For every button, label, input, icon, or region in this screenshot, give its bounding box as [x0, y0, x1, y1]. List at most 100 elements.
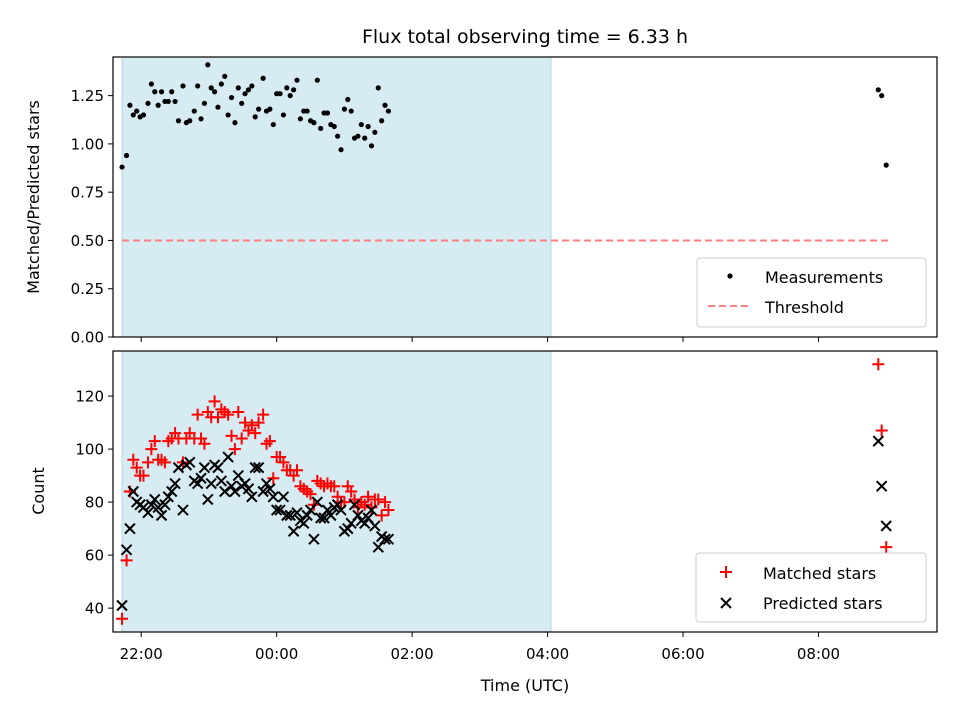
- measurement-point: [291, 87, 297, 93]
- predicted-stars-point: [325, 509, 337, 522]
- predicted-stars-point: [260, 477, 273, 490]
- matched-stars-point: [304, 488, 317, 501]
- predicted-stars-point: [191, 477, 204, 490]
- measurement-point: [211, 89, 218, 95]
- matched-stars-point: [875, 424, 888, 437]
- predicted-stars-point: [277, 491, 290, 503]
- measurement-point: [187, 118, 193, 124]
- bottom-y-axis-label: Count: [29, 467, 48, 515]
- predicted-stars-point: [205, 477, 217, 490]
- measurement-point: [355, 133, 361, 139]
- measurement-point: [252, 114, 258, 120]
- predicted-stars-point: [281, 509, 293, 522]
- predicted-stars-point: [215, 475, 228, 487]
- y-tick-label: 80: [85, 494, 104, 512]
- top-y-axis-label: Matched/Predicted stars: [24, 100, 43, 294]
- y-tick-label: 1.00: [71, 135, 104, 153]
- measurement-point: [198, 116, 204, 122]
- legend-matched-marker: [720, 566, 732, 578]
- predicted-stars-point: [342, 522, 354, 535]
- matched-stars-point: [362, 490, 375, 503]
- matched-stars-point: [198, 437, 211, 450]
- predicted-stars-point: [382, 533, 395, 545]
- matched-stars-point: [228, 443, 241, 456]
- measurement-point: [201, 100, 208, 106]
- top-legend: Measurements Threshold: [696, 257, 927, 328]
- matched-stars-point: [130, 461, 143, 474]
- predicted-stars-point: [311, 496, 324, 508]
- matched-stars-point: [257, 408, 270, 421]
- predicted-stars-point: [120, 544, 133, 556]
- predicted-stars-point: [274, 504, 286, 516]
- predicted-stars-point: [267, 491, 279, 503]
- predicted-stars-point: [246, 491, 258, 503]
- measurement-point: [245, 87, 252, 93]
- predicted-stars-point: [875, 480, 888, 492]
- predicted-stars-point: [369, 520, 381, 532]
- measurement-point: [165, 98, 171, 105]
- predicted-stars-point: [270, 504, 283, 516]
- predicted-stars-point: [239, 477, 251, 490]
- measurement-point: [225, 112, 231, 118]
- measurement-point: [318, 125, 324, 132]
- measurement-point: [277, 91, 283, 97]
- measurement-point: [228, 94, 235, 101]
- bottom-legend: Matched stars Predicted stars: [695, 552, 927, 623]
- predicted-stars-point: [177, 504, 189, 516]
- predicted-stars-point: [335, 504, 347, 516]
- matched-stars-point: [328, 480, 341, 493]
- predicted-stars-point: [116, 599, 128, 612]
- predicted-stars-point: [162, 491, 175, 503]
- measurement-point: [239, 100, 245, 106]
- predicted-stars-point: [301, 509, 313, 522]
- measurement-point: [267, 106, 273, 112]
- x-tick-label: 08:00: [797, 645, 840, 663]
- x-tick-label: 22:00: [120, 645, 163, 663]
- measurement-point: [372, 129, 378, 135]
- predicted-stars-point: [321, 504, 334, 516]
- predicted-stars-point: [212, 461, 224, 474]
- measurement-point: [875, 87, 881, 93]
- matched-stars-point: [263, 435, 276, 448]
- measurement-point: [324, 110, 331, 116]
- predicted-stars-point: [165, 485, 178, 498]
- y-tick-label: 0.75: [71, 184, 104, 202]
- measurement-point: [205, 62, 211, 68]
- measurement-point: [249, 83, 255, 89]
- matched-stars-point: [148, 435, 161, 448]
- measurement-point: [348, 108, 354, 114]
- measurement-point: [152, 89, 158, 95]
- predicted-stars-point: [287, 525, 300, 537]
- predicted-stars-point: [225, 480, 238, 492]
- predicted-stars-point: [291, 507, 303, 519]
- top-legend-box: [696, 257, 927, 328]
- predicted-stars-point: [318, 512, 330, 524]
- predicted-stars-point: [264, 483, 276, 495]
- measurement-point: [314, 77, 320, 83]
- matched-stars-point: [880, 541, 893, 554]
- matched-stars-point: [345, 485, 358, 498]
- matched-stars-point: [137, 469, 150, 482]
- y-tick-label: 100: [75, 441, 104, 459]
- legend-predicted-marker: [720, 597, 732, 609]
- predicted-stars-point: [184, 456, 196, 469]
- predicted-stars-point: [149, 493, 161, 506]
- measurement-point: [331, 123, 337, 130]
- matched-stars-point: [277, 456, 290, 469]
- measurement-point: [127, 102, 133, 108]
- predicted-stars-point: [229, 485, 241, 498]
- y-tick-label: 0.25: [71, 280, 104, 298]
- predicted-stars-point: [252, 461, 265, 474]
- matched-stars-point: [290, 464, 303, 477]
- legend-matched-label: Matched stars: [763, 564, 876, 583]
- measurement-point: [169, 89, 175, 95]
- measurement-point: [287, 93, 293, 99]
- matched-stars-point: [158, 456, 171, 469]
- measurement-point: [879, 93, 885, 99]
- measurement-point: [208, 85, 214, 91]
- measurement-point: [123, 152, 130, 159]
- x-axis-label: Time (UTC): [480, 676, 569, 695]
- measurement-point: [242, 91, 248, 97]
- legend-predicted-label: Predicted stars: [763, 594, 883, 613]
- predicted-stars-point: [249, 461, 261, 474]
